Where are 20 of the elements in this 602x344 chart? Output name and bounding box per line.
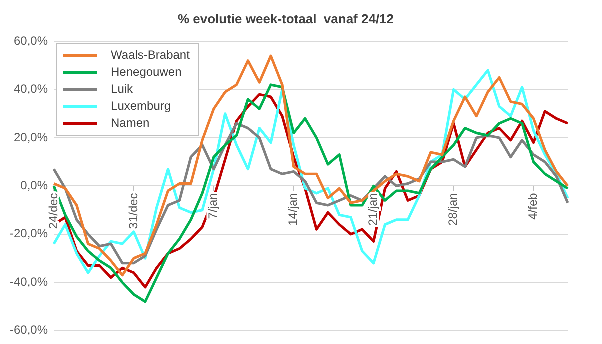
y-tick-label: 0,0% <box>20 178 48 193</box>
chart-title: % evolutie week-totaal vanaf 24/12 <box>178 11 394 26</box>
y-tick-label: 20,0% <box>14 130 48 144</box>
x-tick-label: 14/jan <box>286 193 300 226</box>
x-tick-label: 28/jan <box>446 193 460 226</box>
x-tick-label: 31/dec <box>126 193 140 230</box>
legend-label: Luik <box>111 82 134 96</box>
x-tick-label: 7/jan <box>206 193 220 220</box>
y-tick-label: 40,0% <box>14 82 48 96</box>
y-tick-label: 60,0% <box>14 34 48 48</box>
x-tick-label: 4/feb <box>526 192 540 220</box>
x-tick-label: 24/dec <box>46 193 60 230</box>
legend-label: Waals-Brabant <box>111 48 190 62</box>
y-tick-label: -60,0% <box>10 323 48 338</box>
legend-label: Henegouwen <box>111 65 182 80</box>
y-tick-label: -40,0% <box>10 274 48 289</box>
y-tick-label: -20,0% <box>10 226 48 241</box>
legend-label: Namen <box>111 116 150 130</box>
x-tick-label: 21/jan <box>366 193 380 226</box>
legend-label: Luxemburg <box>111 99 172 114</box>
